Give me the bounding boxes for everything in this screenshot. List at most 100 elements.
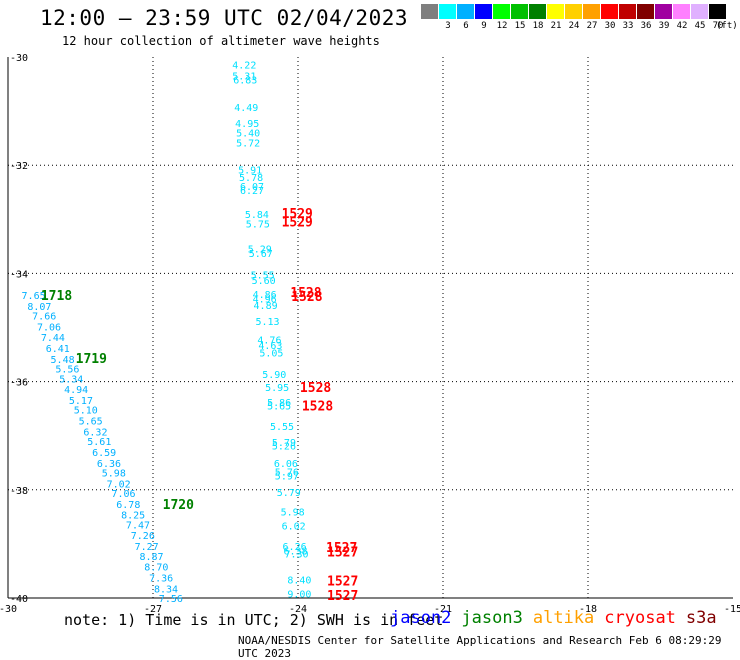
color-scale-label: 36 [640,21,652,31]
mission-legend-item: altika [532,608,595,628]
wave-height-label: 8.34 [154,584,178,595]
color-scale-label: 27 [586,21,598,31]
wave-height-label: 7.66 [32,312,56,323]
x-tick-label: -18 [579,604,597,615]
wave-height-label: 8.07 [27,302,51,313]
wave-height-label: 5.90 [262,370,286,381]
color-scale-swatch [673,4,691,19]
wave-height-label: 5.10 [74,406,98,417]
wave-height-label: 7.36 [149,573,173,584]
wave-height-label: 5.79 [272,438,296,449]
wave-height-label: 4.86 [253,290,277,301]
color-scale-swatch [457,4,475,19]
mission-legend-item: s3a [685,608,717,628]
wave-height-label: 5.17 [69,396,93,407]
wave-height-label: 6.02 [282,522,306,533]
wave-height-label: 8.40 [287,576,311,587]
color-scale-label: 30 [604,21,616,31]
color-scale-swatch [601,4,619,19]
wave-height-label: 5.60 [252,276,276,287]
wave-height-label: 7.56 [159,594,183,605]
pass-time-label: 1528 [302,399,333,414]
pass-time-label: 1528 [300,381,331,396]
y-tick-label: -36 [10,378,28,389]
color-scale-label: 33 [622,21,634,31]
wave-height-label: 5.05 [259,348,283,359]
wave-height-label: 7.30 [284,550,308,561]
wave-height-label: 5.65 [267,401,291,412]
wave-height-label: 6.32 [83,427,107,438]
color-scale-label: 18 [532,21,544,31]
page-subtitle: 12 hour collection of altimeter wave hei… [62,34,380,48]
x-tick-label: -15 [724,604,740,615]
pass-time-label: 1527 [327,575,358,590]
wave-height-label: 5.55 [251,270,275,281]
wave-height-label: 8.25 [121,511,145,522]
wave-height-label: 5.75 [246,220,270,231]
color-scale-label: 42 [676,21,688,31]
y-tick-label: -32 [10,161,28,172]
footer-credit: NOAA/NESDIS Center for Satellite Applica… [238,634,722,660]
wave-height-label: 5.95 [265,383,289,394]
color-scale-label: 9 [481,21,487,31]
pass-time-label: 1527 [327,589,358,604]
y-tick-label: -38 [10,486,28,497]
wave-height-label: 5.26 [272,441,296,452]
wave-height-label: 6.26 [283,542,307,553]
wave-height-label: 5.79 [277,488,301,499]
color-scale-label: 39 [658,21,670,31]
wave-height-label: 5.31 [232,71,256,82]
wave-height-label: 5.78 [239,173,263,184]
color-scale-label: 21 [550,21,562,31]
wave-height-label: 5.72 [236,138,260,149]
pass-time-label: 1529 [282,207,313,222]
wave-height-label: 6.78 [116,500,140,511]
color-scale-bar [421,4,727,19]
color-scale-swatch [619,4,637,19]
color-scale-swatch [529,4,547,19]
wave-height-label: 7.44 [41,333,65,344]
y-tick-label: -40 [10,594,28,605]
wave-height-label: 5.13 [255,317,279,328]
wave-height-label: 4.89 [254,301,278,312]
wave-height-label: 4.95 [235,119,259,130]
y-tick-label: -30 [10,53,28,64]
wave-height-label: 7.02 [107,479,131,490]
color-scale-label: 24 [568,21,580,31]
color-scale-swatch [439,4,457,19]
color-scale-swatch [655,4,673,19]
wave-height-label: 4.49 [234,103,258,114]
mission-legend-item: jason2 [390,608,452,628]
wave-height-label: 5.61 [87,437,111,448]
color-scale-swatch [421,4,439,19]
y-tick-label: -34 [10,269,28,280]
color-scale-swatch [547,4,565,19]
pass-time-label: 1719 [76,352,107,367]
wave-height-label: 5.76 [275,467,299,478]
wave-height-label: 7.47 [126,520,150,531]
pass-time-label: 1528 [291,290,322,305]
color-scale-swatch [511,4,529,19]
pass-time-label: 1529 [282,215,313,230]
wave-height-label: 8.87 [139,552,163,563]
color-scale-label: 70 [712,21,724,31]
wave-height-label: 7.06 [111,489,135,500]
wave-height-label: 6.41 [46,344,70,355]
pass-time-label: 1718 [41,289,72,304]
wave-height-label: 5.98 [102,468,126,479]
wave-height-label: 5.56 [55,365,79,376]
pass-time-label: 1720 [163,498,194,513]
color-scale-swatch [493,4,511,19]
wave-height-label: 5.65 [79,417,103,428]
x-tick-label: -30 [0,604,17,615]
color-scale-swatch [565,4,583,19]
wave-height-label: 4.22 [232,61,256,72]
color-scale-label: 15 [514,21,526,31]
wave-height-label: 5.34 [59,374,83,385]
wave-height-label: 4.96 [253,294,277,305]
wave-height-label: 5.98 [281,507,305,518]
color-scale-labels: 3 6 9 12 15 18 21 24 27 30 33 36 39 42 45 70 [421,21,723,33]
color-scale-units: (ft) [716,21,738,31]
footer-note: note: 1) Time is in UTC; 2) SWH is in fe… [64,611,444,629]
wave-height-label: 5.40 [236,129,260,140]
